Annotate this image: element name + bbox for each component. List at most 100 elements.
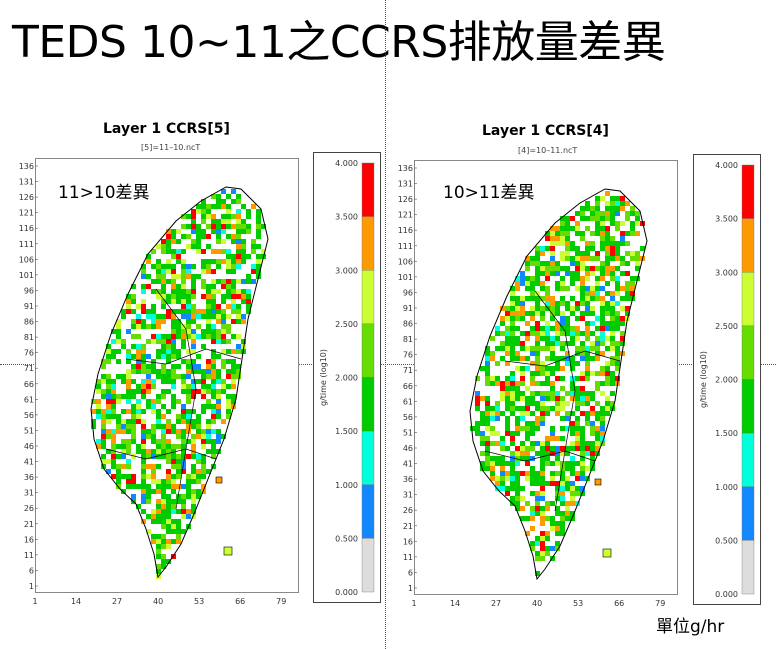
heat-cell [550, 521, 555, 526]
heat-cell [261, 249, 266, 254]
heat-cell [156, 409, 161, 414]
heat-cell [565, 301, 570, 306]
heat-cell [191, 369, 196, 374]
heat-cell [141, 389, 146, 394]
heat-cell [141, 494, 146, 499]
heat-cell [171, 334, 176, 339]
heat-cell [580, 451, 585, 456]
heat-cell [141, 309, 146, 314]
heat-cell [585, 291, 590, 296]
heat-cell [221, 214, 226, 219]
heat-cell [226, 329, 231, 334]
heat-cell [610, 276, 615, 281]
heat-cell [191, 509, 196, 514]
heat-cell [91, 424, 96, 429]
heat-cell [535, 371, 540, 376]
heat-cell [151, 279, 156, 284]
heat-cell [191, 274, 196, 279]
heat-cell [141, 344, 146, 349]
heat-cell [231, 319, 236, 324]
heat-cell [550, 481, 555, 486]
heat-cell [510, 456, 515, 461]
heat-cell [191, 384, 196, 389]
heat-cell [221, 299, 226, 304]
heat-cell [600, 311, 605, 316]
heat-cell [550, 526, 555, 531]
colorbar-segment [741, 218, 755, 273]
heat-cell [570, 461, 575, 466]
heat-cell [570, 481, 575, 486]
heat-cell [156, 274, 161, 279]
heat-cell [161, 314, 166, 319]
heat-cell [231, 394, 236, 399]
heat-cell [560, 256, 565, 261]
heat-cell [141, 364, 146, 369]
heat-cell [111, 349, 116, 354]
heat-cell [495, 461, 500, 466]
heat-cell [196, 234, 201, 239]
heat-cell [520, 381, 525, 386]
heat-cell [525, 366, 530, 371]
heat-cell [595, 206, 600, 211]
heat-cell [505, 346, 510, 351]
heat-cell [176, 434, 181, 439]
heat-cell [196, 459, 201, 464]
heat-cell [191, 499, 196, 504]
heat-cell [136, 304, 141, 309]
heat-cell [241, 299, 246, 304]
heat-cell [171, 374, 176, 379]
heat-cell [565, 226, 570, 231]
heat-cell [176, 354, 181, 359]
heat-cell [535, 406, 540, 411]
heat-cell [610, 381, 615, 386]
heat-cell [136, 364, 141, 369]
heat-cell [610, 246, 615, 251]
heat-cell [540, 556, 545, 561]
heat-cell [236, 369, 241, 374]
heat-cell [116, 414, 121, 419]
heat-cell [495, 346, 500, 351]
heat-cell [166, 484, 171, 489]
heat-cell [550, 246, 555, 251]
heat-cell [216, 354, 221, 359]
heat-cell [565, 316, 570, 321]
heat-cell [540, 281, 545, 286]
heat-cell [515, 386, 520, 391]
heat-cell [540, 516, 545, 521]
heat-cell [575, 231, 580, 236]
heat-cell [131, 354, 136, 359]
colorbar-segment [741, 325, 755, 380]
heat-cell [141, 289, 146, 294]
heat-cell [221, 339, 226, 344]
heat-cell [535, 381, 540, 386]
heat-cell [206, 424, 211, 429]
heat-cell [246, 279, 251, 284]
heat-cell [211, 444, 216, 449]
heat-cell [196, 244, 201, 249]
heat-cell [231, 369, 236, 374]
heat-cell [565, 231, 570, 236]
heat-cell [196, 479, 201, 484]
heat-cell [201, 374, 206, 379]
heat-cell [505, 486, 510, 491]
heat-cell [625, 216, 630, 221]
heat-cell [156, 314, 161, 319]
heat-cell [545, 266, 550, 271]
heat-cell [535, 311, 540, 316]
heat-cell [500, 461, 505, 466]
heat-cell [495, 326, 500, 331]
heat-cell [101, 389, 106, 394]
heat-cell [191, 494, 196, 499]
y-tick-label: 116 [19, 224, 34, 233]
heat-cell [111, 354, 116, 359]
heat-cell [530, 391, 535, 396]
heat-cell [615, 316, 620, 321]
heat-cell [565, 266, 570, 271]
heat-cell [575, 331, 580, 336]
heat-cell [600, 416, 605, 421]
heat-cell [191, 319, 196, 324]
heat-cell [206, 359, 211, 364]
heat-cell [540, 511, 545, 516]
heat-cell [600, 406, 605, 411]
heat-cell [136, 324, 141, 329]
